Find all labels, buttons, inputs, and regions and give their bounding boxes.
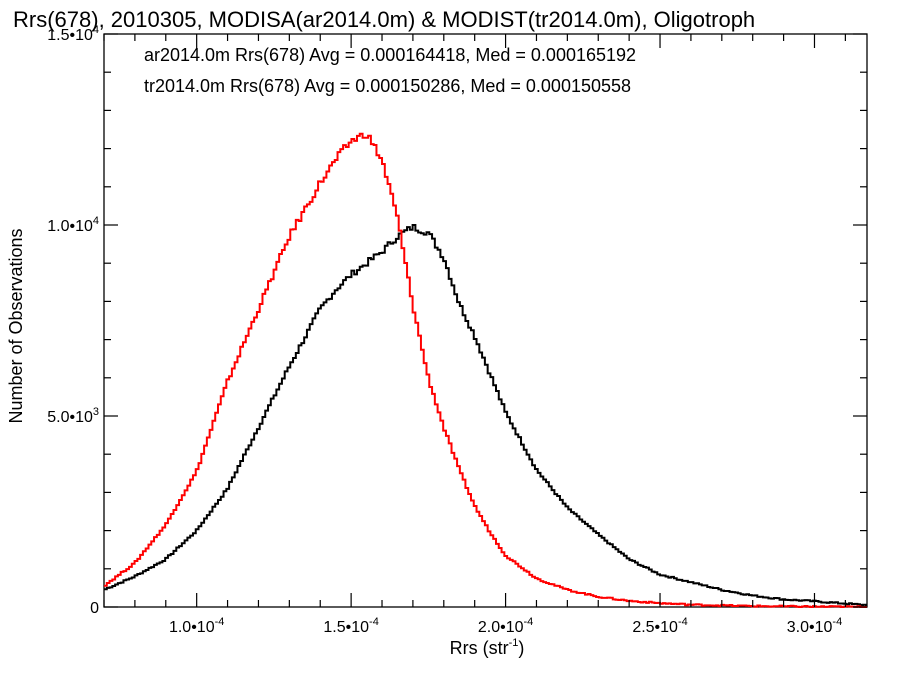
annotation-red: tr2014.0m Rrs(678) Avg = 0.000150286, Me… bbox=[144, 76, 631, 96]
x-axis-label: Rrs (str-1) bbox=[450, 637, 525, 658]
x-tick-label: 1.5•10-4 bbox=[323, 616, 378, 636]
y-tick-label: 1.5•104 bbox=[47, 24, 99, 44]
annotation-black: ar2014.0m Rrs(678) Avg = 0.000164418, Me… bbox=[144, 45, 636, 65]
x-tick-label: 3.0•10-4 bbox=[787, 616, 842, 636]
chart-title: Rrs(678), 2010305, MODISA(ar2014.0m) & M… bbox=[13, 7, 755, 32]
y-tick-label: 0 bbox=[90, 600, 99, 617]
y-tick-label: 5.0•103 bbox=[47, 406, 99, 426]
y-tick-label: 1.0•104 bbox=[47, 215, 99, 235]
y-axis-label: Number of Observations bbox=[6, 228, 26, 423]
plot-frame bbox=[103, 33, 868, 608]
plot-border bbox=[103, 33, 868, 608]
x-axis-label-sup: -1 bbox=[509, 637, 519, 649]
series-line-0 bbox=[104, 224, 867, 607]
x-axis-label-base: Rrs (str bbox=[450, 638, 509, 658]
ticks-group: 1.0•10-4 1.5•10-4 2.0•10-4 2.5•10-4 3.0•10-4… bbox=[47, 24, 867, 636]
x-axis-label-close: ) bbox=[518, 638, 524, 658]
series-line-1 bbox=[104, 132, 867, 608]
x-tick-label: 2.5•10-4 bbox=[632, 616, 687, 636]
series-group bbox=[104, 132, 867, 608]
x-tick-label: 2.0•10-4 bbox=[478, 616, 533, 636]
x-tick-label: 1.0•10-4 bbox=[169, 616, 224, 636]
